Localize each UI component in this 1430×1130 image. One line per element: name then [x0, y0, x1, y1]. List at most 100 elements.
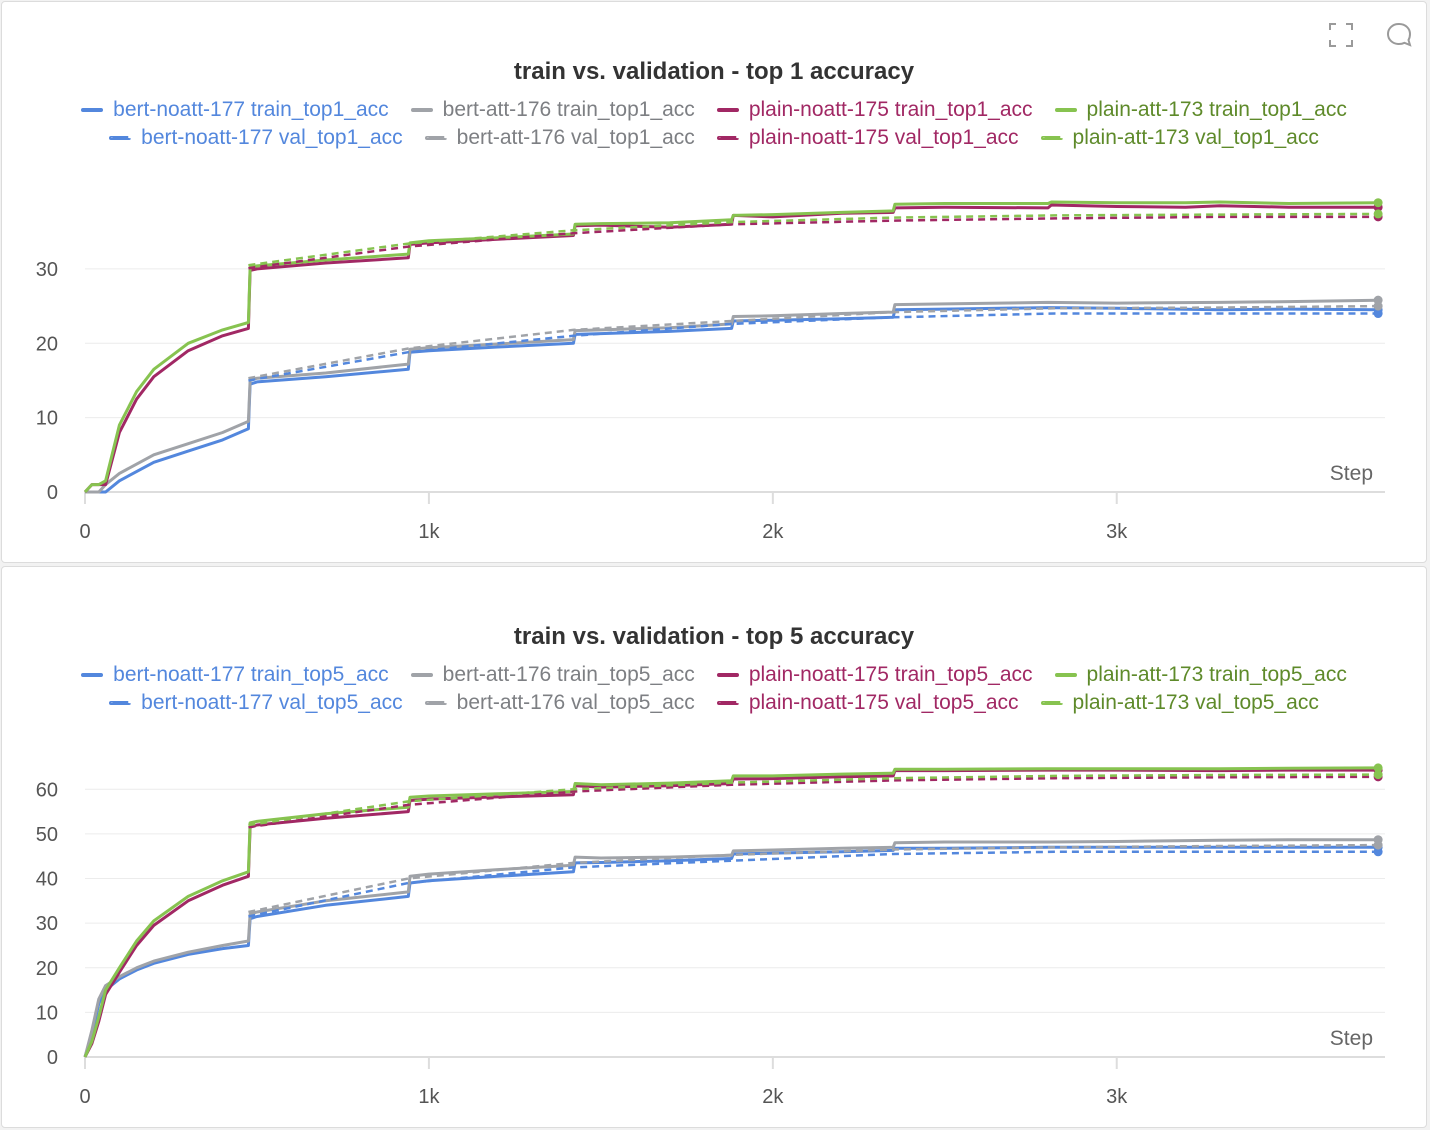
- legend-item[interactable]: plain-noatt-175 val_top1_acc: [716, 124, 1019, 152]
- series-end-point[interactable]: [1373, 301, 1383, 311]
- legend-swatch: [109, 136, 132, 140]
- y-tick-label: 10: [36, 408, 58, 430]
- x-tick-label: 0: [79, 1086, 90, 1108]
- legend-item[interactable]: plain-noatt-175 train_top5_acc: [716, 661, 1033, 689]
- legend-item[interactable]: plain-att-173 train_top5_acc: [1054, 661, 1347, 689]
- legend-item[interactable]: plain-noatt-175 train_top1_acc: [716, 96, 1033, 124]
- legend-swatch: [81, 108, 104, 112]
- legend-item[interactable]: bert-att-176 train_top5_acc: [410, 661, 695, 689]
- y-tick-label: 30: [36, 913, 58, 935]
- legend-item[interactable]: plain-noatt-175 val_top5_acc: [716, 689, 1019, 717]
- legend-label: plain-noatt-175 val_top5_acc: [748, 691, 1019, 714]
- legend-swatch: [410, 673, 433, 677]
- series-line[interactable]: [248, 304, 1379, 380]
- legend-label: plain-noatt-175 train_top5_acc: [748, 663, 1033, 686]
- legend-swatch: [1040, 701, 1063, 705]
- line-chart: 0 10 20 30 40 50 60 0 1k 2k 3k Step: [36, 763, 1385, 1108]
- legend-swatch: [1040, 136, 1063, 140]
- chart-legend: bert-noatt-177 train_top1_acc bert-att-17…: [32, 96, 1396, 152]
- x-axis-title: Step: [1330, 462, 1373, 485]
- comment-icon[interactable]: [1386, 22, 1412, 48]
- x-tick-label: 3k: [1106, 1086, 1128, 1108]
- legend-swatch: [716, 701, 739, 705]
- legend-label: plain-att-173 train_top5_acc: [1086, 663, 1347, 686]
- legend-label: bert-att-176 train_top5_acc: [442, 663, 695, 686]
- x-tick-label: 2k: [762, 521, 784, 543]
- x-axis-title: Step: [1330, 1027, 1373, 1050]
- series-line[interactable]: [248, 215, 1379, 270]
- legend-swatch: [81, 673, 104, 677]
- legend-swatch: [1054, 673, 1077, 677]
- line-chart: 0 10 20 30 0 1k 2k 3k Step: [36, 198, 1385, 543]
- y-tick-label: 20: [36, 958, 58, 980]
- legend-item[interactable]: bert-noatt-177 train_top1_acc: [81, 96, 389, 124]
- legend-label: bert-noatt-177 train_top5_acc: [113, 663, 389, 686]
- chart-title: train vs. validation - top 5 accuracy: [513, 623, 915, 650]
- series-end-point[interactable]: [1373, 209, 1383, 219]
- series-line[interactable]: [83, 838, 1379, 1058]
- legend-item[interactable]: plain-att-173 val_top5_acc: [1040, 689, 1319, 717]
- y-tick-label: 20: [36, 333, 58, 355]
- y-tick-label: 50: [36, 824, 58, 846]
- series-line[interactable]: [248, 212, 1379, 267]
- fullscreen-icon[interactable]: [1328, 22, 1354, 48]
- series-line[interactable]: [248, 773, 1379, 827]
- legend-swatch: [716, 136, 739, 140]
- legend-swatch: [424, 136, 447, 140]
- series-line[interactable]: [248, 843, 1379, 914]
- y-tick-label: 0: [47, 1047, 58, 1069]
- legend-item[interactable]: bert-att-176 val_top5_acc: [424, 689, 695, 717]
- chart-title: train vs. validation - top 1 accuracy: [513, 58, 915, 85]
- legend-swatch: [716, 108, 739, 112]
- series-line[interactable]: [83, 200, 1379, 494]
- legend-item[interactable]: plain-att-173 val_top1_acc: [1040, 124, 1319, 152]
- legend-label: plain-att-173 val_top1_acc: [1072, 126, 1319, 149]
- legend-swatch: [410, 108, 433, 112]
- series-line[interactable]: [248, 850, 1379, 918]
- legend-item[interactable]: bert-noatt-177 val_top5_acc: [109, 689, 403, 717]
- legend-swatch: [1054, 108, 1077, 112]
- legend-label: plain-noatt-175 val_top1_acc: [748, 126, 1019, 149]
- series-end-point[interactable]: [1373, 840, 1383, 850]
- y-tick-label: 30: [36, 259, 58, 281]
- series-line[interactable]: [85, 298, 1379, 494]
- x-tick-label: 1k: [418, 521, 440, 543]
- legend-label: bert-noatt-177 val_top1_acc: [141, 126, 403, 149]
- x-tick-label: 0: [79, 521, 90, 543]
- chart-panel-top1: train vs. validation - top 1 accuracy be…: [1, 1, 1427, 563]
- series-line[interactable]: [248, 312, 1379, 382]
- x-tick-label: 1k: [418, 1086, 440, 1108]
- legend-swatch: [109, 701, 132, 705]
- legend-item[interactable]: bert-att-176 val_top1_acc: [424, 124, 695, 152]
- x-tick-label: 3k: [1106, 521, 1128, 543]
- series-end-point[interactable]: [1373, 770, 1383, 780]
- series-end-point[interactable]: [1373, 198, 1383, 208]
- series-line[interactable]: [85, 306, 1379, 494]
- series-line[interactable]: [83, 203, 1379, 494]
- chart-legend: bert-noatt-177 train_top5_acc bert-att-17…: [32, 661, 1396, 717]
- series-end-point[interactable]: [1373, 309, 1383, 319]
- legend-label: plain-noatt-175 train_top1_acc: [748, 98, 1033, 121]
- legend-item[interactable]: bert-noatt-177 val_top1_acc: [109, 124, 403, 152]
- series-line[interactable]: [248, 775, 1379, 829]
- panel-toolbar: [1328, 22, 1412, 48]
- legend-item[interactable]: bert-att-176 train_top1_acc: [410, 96, 695, 124]
- legend-label: bert-att-176 val_top5_acc: [456, 691, 695, 714]
- y-tick-label: 40: [36, 869, 58, 891]
- series-end-point[interactable]: [1373, 847, 1383, 857]
- series-line[interactable]: [83, 766, 1379, 1058]
- y-tick-label: 10: [36, 1002, 58, 1024]
- legend-label: plain-att-173 val_top5_acc: [1072, 691, 1319, 714]
- y-tick-label: 0: [47, 482, 58, 504]
- series-end-point[interactable]: [1373, 763, 1383, 773]
- legend-label: bert-noatt-177 val_top5_acc: [141, 691, 403, 714]
- legend-swatch: [716, 673, 739, 677]
- legend-label: bert-att-176 train_top1_acc: [442, 98, 695, 121]
- legend-label: plain-att-173 train_top1_acc: [1086, 98, 1347, 121]
- legend-item[interactable]: plain-att-173 train_top1_acc: [1054, 96, 1347, 124]
- legend-swatch: [424, 701, 447, 705]
- legend-label: bert-att-176 val_top1_acc: [456, 126, 695, 149]
- chart-panel-top5: train vs. validation - top 5 accuracy be…: [1, 566, 1427, 1128]
- legend-item[interactable]: bert-noatt-177 train_top5_acc: [81, 661, 389, 689]
- legend-label: bert-noatt-177 train_top1_acc: [113, 98, 389, 121]
